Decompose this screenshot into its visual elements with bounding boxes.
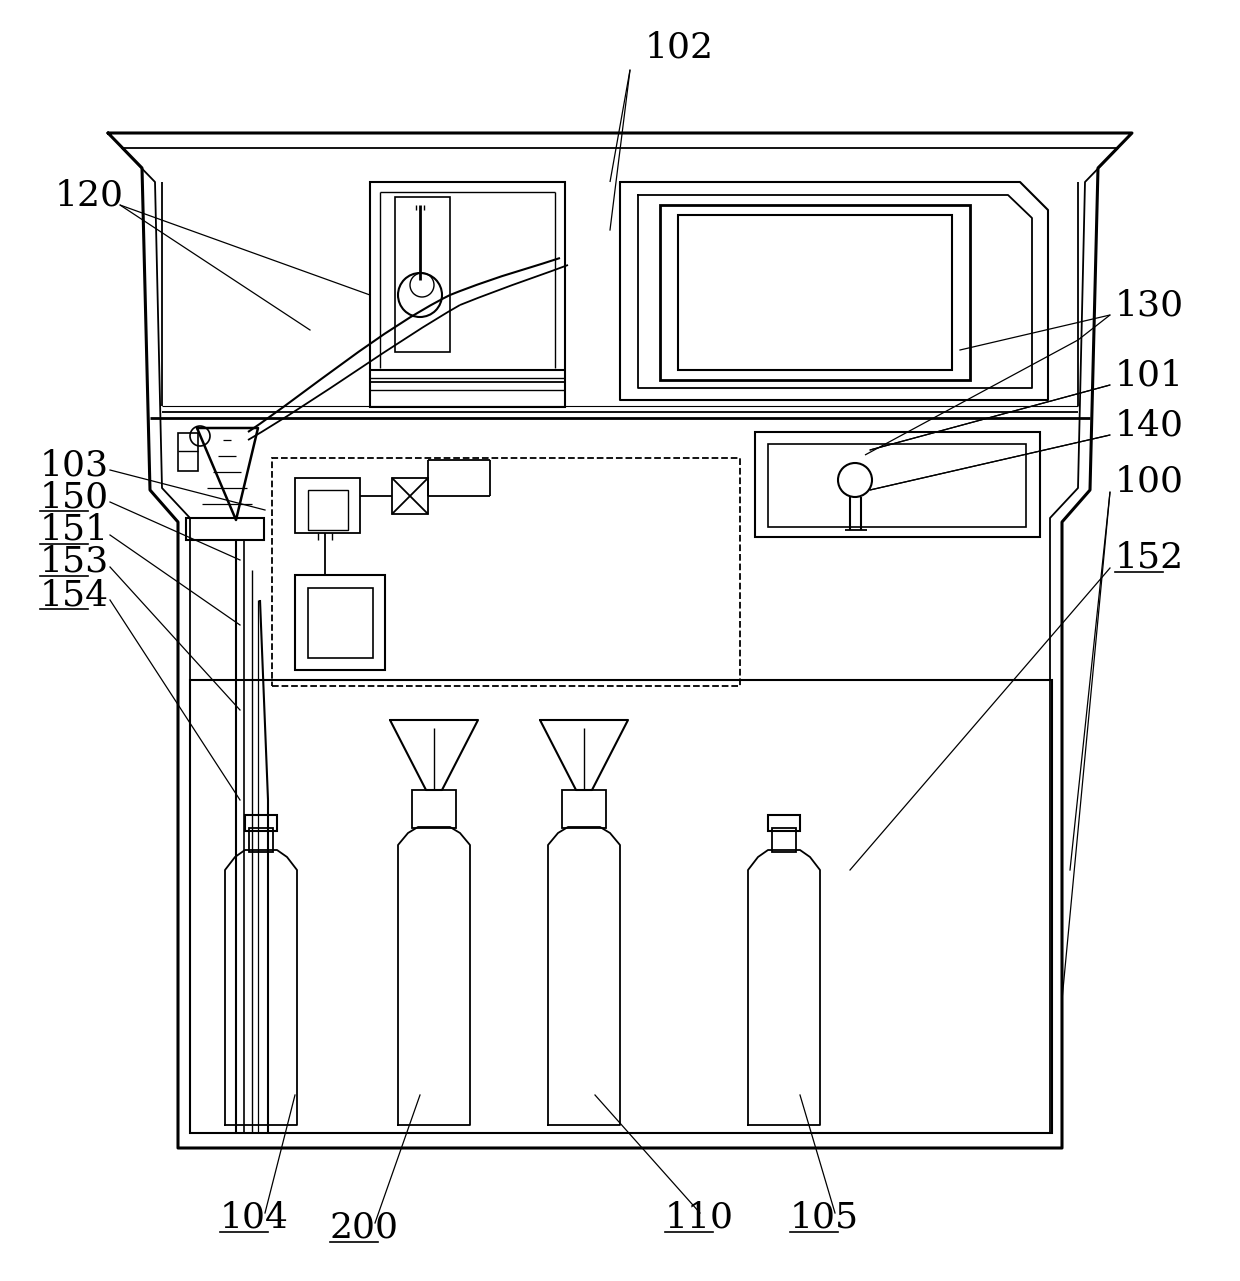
Text: 140: 140 — [1115, 409, 1184, 442]
Text: 154: 154 — [40, 578, 109, 612]
Bar — [412, 790, 456, 828]
Bar — [186, 518, 264, 541]
Text: 104: 104 — [219, 1202, 289, 1235]
Text: 130: 130 — [1115, 288, 1184, 322]
Text: 153: 153 — [40, 544, 109, 579]
Bar — [246, 815, 277, 831]
Bar — [773, 828, 796, 852]
Bar — [190, 680, 1052, 1132]
Text: 110: 110 — [665, 1202, 734, 1235]
Text: 150: 150 — [40, 480, 109, 514]
Bar — [678, 215, 952, 370]
Bar — [370, 182, 565, 407]
Text: 152: 152 — [1115, 541, 1184, 575]
Text: 105: 105 — [790, 1202, 859, 1235]
Text: 102: 102 — [645, 31, 714, 65]
Bar — [295, 575, 384, 670]
Bar — [249, 828, 273, 852]
Bar — [295, 478, 360, 533]
Bar — [768, 815, 800, 831]
Bar — [392, 478, 428, 514]
Bar — [179, 433, 198, 471]
Bar — [660, 205, 970, 380]
Bar — [308, 588, 373, 658]
Bar — [562, 790, 606, 828]
Text: 100: 100 — [1115, 465, 1184, 500]
Text: 103: 103 — [40, 448, 109, 482]
Bar — [396, 197, 450, 352]
Text: 101: 101 — [1115, 357, 1184, 392]
Text: 200: 200 — [330, 1211, 399, 1245]
Bar — [755, 432, 1040, 537]
Text: 151: 151 — [40, 512, 109, 547]
Bar — [272, 459, 740, 687]
Text: 120: 120 — [55, 178, 124, 211]
Bar — [768, 445, 1025, 526]
Bar — [308, 491, 348, 530]
